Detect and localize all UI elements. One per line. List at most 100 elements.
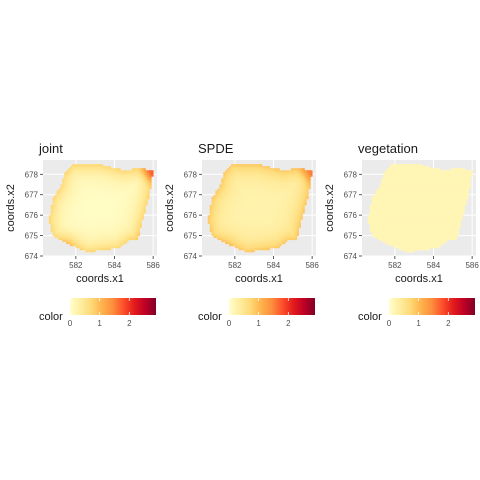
heat-cell xyxy=(68,168,71,171)
heat-cell xyxy=(60,215,63,218)
heat-cell xyxy=(242,190,245,194)
heat-cell xyxy=(58,227,61,230)
heat-cell xyxy=(408,190,411,194)
heat-cell xyxy=(62,231,65,234)
heat-cell xyxy=(211,219,214,222)
heat-cell xyxy=(240,188,243,192)
heat-cell xyxy=(416,219,419,222)
heat-cell xyxy=(242,243,245,247)
heat-cell xyxy=(425,188,429,192)
heat-cell xyxy=(141,198,144,202)
heat-cell xyxy=(306,196,309,200)
heat-cell xyxy=(259,223,263,226)
heat-cell xyxy=(79,164,83,167)
heat-cell xyxy=(139,204,142,208)
heat-cell xyxy=(240,209,243,212)
heat-cell xyxy=(100,166,104,169)
heat-cell xyxy=(379,194,382,198)
heat-cell xyxy=(287,194,290,198)
heat-cell xyxy=(406,243,409,247)
heat-cell xyxy=(279,170,282,173)
heat-cell xyxy=(285,209,288,212)
heat-cell xyxy=(240,213,243,216)
heat-cell xyxy=(77,221,81,224)
heat-cell xyxy=(68,186,71,189)
heat-cell xyxy=(392,235,396,239)
heat-cell xyxy=(410,182,413,185)
heat-cell xyxy=(129,170,133,173)
heat-cell xyxy=(66,213,69,216)
heat-cell xyxy=(225,204,228,208)
heat-cell xyxy=(290,202,294,206)
heat-cell xyxy=(81,176,84,179)
heat-cell xyxy=(93,209,96,212)
heat-cell xyxy=(114,239,117,243)
heat-cell xyxy=(232,233,236,236)
heat-cell xyxy=(236,235,240,239)
heat-cell xyxy=(124,219,127,222)
heat-cell xyxy=(133,180,137,183)
heat-cell xyxy=(406,215,409,218)
heat-cell xyxy=(232,241,236,245)
heat-cell xyxy=(283,174,286,177)
heat-cell xyxy=(425,241,429,245)
heat-cell xyxy=(412,200,415,204)
heat-cell xyxy=(106,170,110,173)
heat-cell xyxy=(419,164,423,167)
heat-cell xyxy=(275,215,278,218)
heat-cell xyxy=(118,221,121,224)
heat-cell xyxy=(75,217,79,220)
heat-cell xyxy=(118,180,121,183)
heat-cell xyxy=(124,204,127,208)
heat-cell xyxy=(306,184,309,187)
heat-cell xyxy=(248,249,251,253)
heat-cell xyxy=(114,225,117,228)
heat-cell xyxy=(108,231,112,234)
heat-cell xyxy=(64,172,67,175)
heat-cell xyxy=(68,233,71,236)
heat-cell xyxy=(369,213,373,216)
heat-cell xyxy=(219,225,222,228)
heat-cell xyxy=(73,206,77,210)
heat-cell xyxy=(227,209,230,212)
heat-cell xyxy=(267,198,271,202)
heat-cell xyxy=(70,206,73,210)
heat-cell xyxy=(221,190,224,194)
heat-cell xyxy=(114,237,117,241)
heat-cell xyxy=(285,182,288,185)
heat-cell xyxy=(410,249,413,253)
heat-cell xyxy=(221,215,224,218)
heat-cell xyxy=(381,184,384,187)
heat-cell xyxy=(256,231,259,234)
heat-cell xyxy=(265,241,269,245)
heat-cell xyxy=(394,186,398,189)
heat-cell xyxy=(423,243,427,247)
heat-cell xyxy=(91,249,94,253)
heat-cell xyxy=(408,188,411,192)
heat-cell xyxy=(126,227,129,230)
heat-cell xyxy=(406,200,409,204)
heat-cell xyxy=(137,206,141,210)
heat-cell xyxy=(236,200,240,204)
heat-cell xyxy=(56,219,59,222)
heat-cell xyxy=(227,229,230,232)
heat-cell xyxy=(294,225,298,228)
heat-cell xyxy=(242,215,245,218)
heat-cell xyxy=(267,245,271,249)
heat-cell xyxy=(290,223,294,226)
heat-cell xyxy=(244,176,247,179)
heat-cell xyxy=(248,168,251,171)
heat-cell xyxy=(54,235,57,239)
heat-cell xyxy=(100,182,104,185)
heat-cell xyxy=(367,215,371,218)
heat-cell xyxy=(89,229,92,232)
heat-cell xyxy=(91,164,94,167)
heat-cell xyxy=(225,217,228,220)
heat-cell xyxy=(423,206,427,210)
heat-cell xyxy=(93,249,96,253)
heat-cell xyxy=(410,229,413,232)
heat-cell xyxy=(242,168,245,171)
heat-cell xyxy=(238,166,242,169)
heat-cell xyxy=(416,217,419,220)
heat-cell xyxy=(259,194,263,198)
